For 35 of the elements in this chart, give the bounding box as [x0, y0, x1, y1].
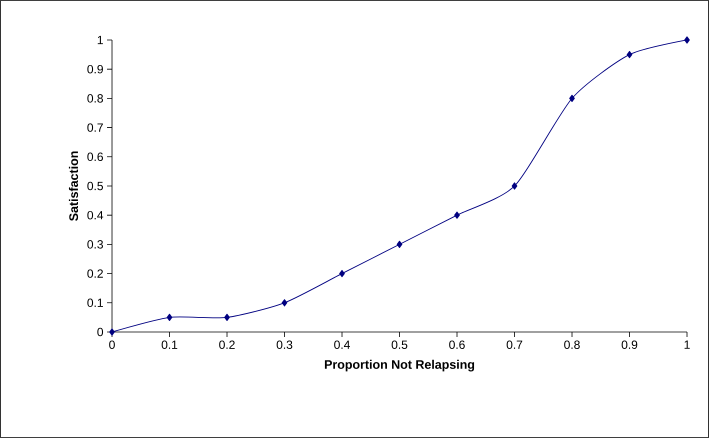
x-tick-label: 0.8	[564, 340, 580, 349]
y-tick-label: 0.7	[87, 123, 103, 132]
point	[166, 314, 172, 322]
y-tick-label: 0.8	[87, 94, 103, 103]
point	[626, 50, 632, 58]
x-tick-label: 1	[684, 340, 690, 349]
x-tick-label: 0.4	[334, 340, 350, 349]
point	[109, 328, 115, 336]
y-tick-label: 0.2	[87, 269, 103, 278]
x-tick-label: 0.9	[622, 340, 638, 349]
x-tick-label: 0.2	[219, 340, 235, 349]
y-tick-label: 0.9	[87, 64, 103, 74]
x-tick-label: 0.3	[276, 340, 292, 349]
x-tick-label: 0.6	[449, 340, 465, 349]
y-tick-label: 0.4	[87, 210, 104, 220]
y-axis-title: Satisfaction	[68, 151, 78, 221]
x-tick-label: 0	[109, 340, 115, 349]
point	[512, 182, 518, 190]
y-tick-label: 0.6	[87, 152, 103, 162]
y-tick-label: 0	[97, 328, 104, 336]
point	[396, 240, 402, 248]
x-tick-label: 0.1	[162, 340, 178, 349]
x-tick-label: 0.5	[392, 340, 408, 349]
point	[684, 36, 690, 44]
point	[339, 270, 345, 278]
point	[454, 212, 460, 219]
point	[224, 314, 230, 322]
point	[282, 299, 288, 306]
point	[569, 94, 575, 102]
y-tick-label: 1	[98, 36, 103, 44]
y-tick-label: 0.3	[87, 240, 103, 249]
y-tick-label: 0.1	[87, 298, 103, 308]
x-axis-title: Proportion Not Relapsing	[324, 360, 474, 372]
y-tick-label: 0.5	[87, 182, 103, 190]
x-tick-label: 0.7	[506, 340, 522, 349]
